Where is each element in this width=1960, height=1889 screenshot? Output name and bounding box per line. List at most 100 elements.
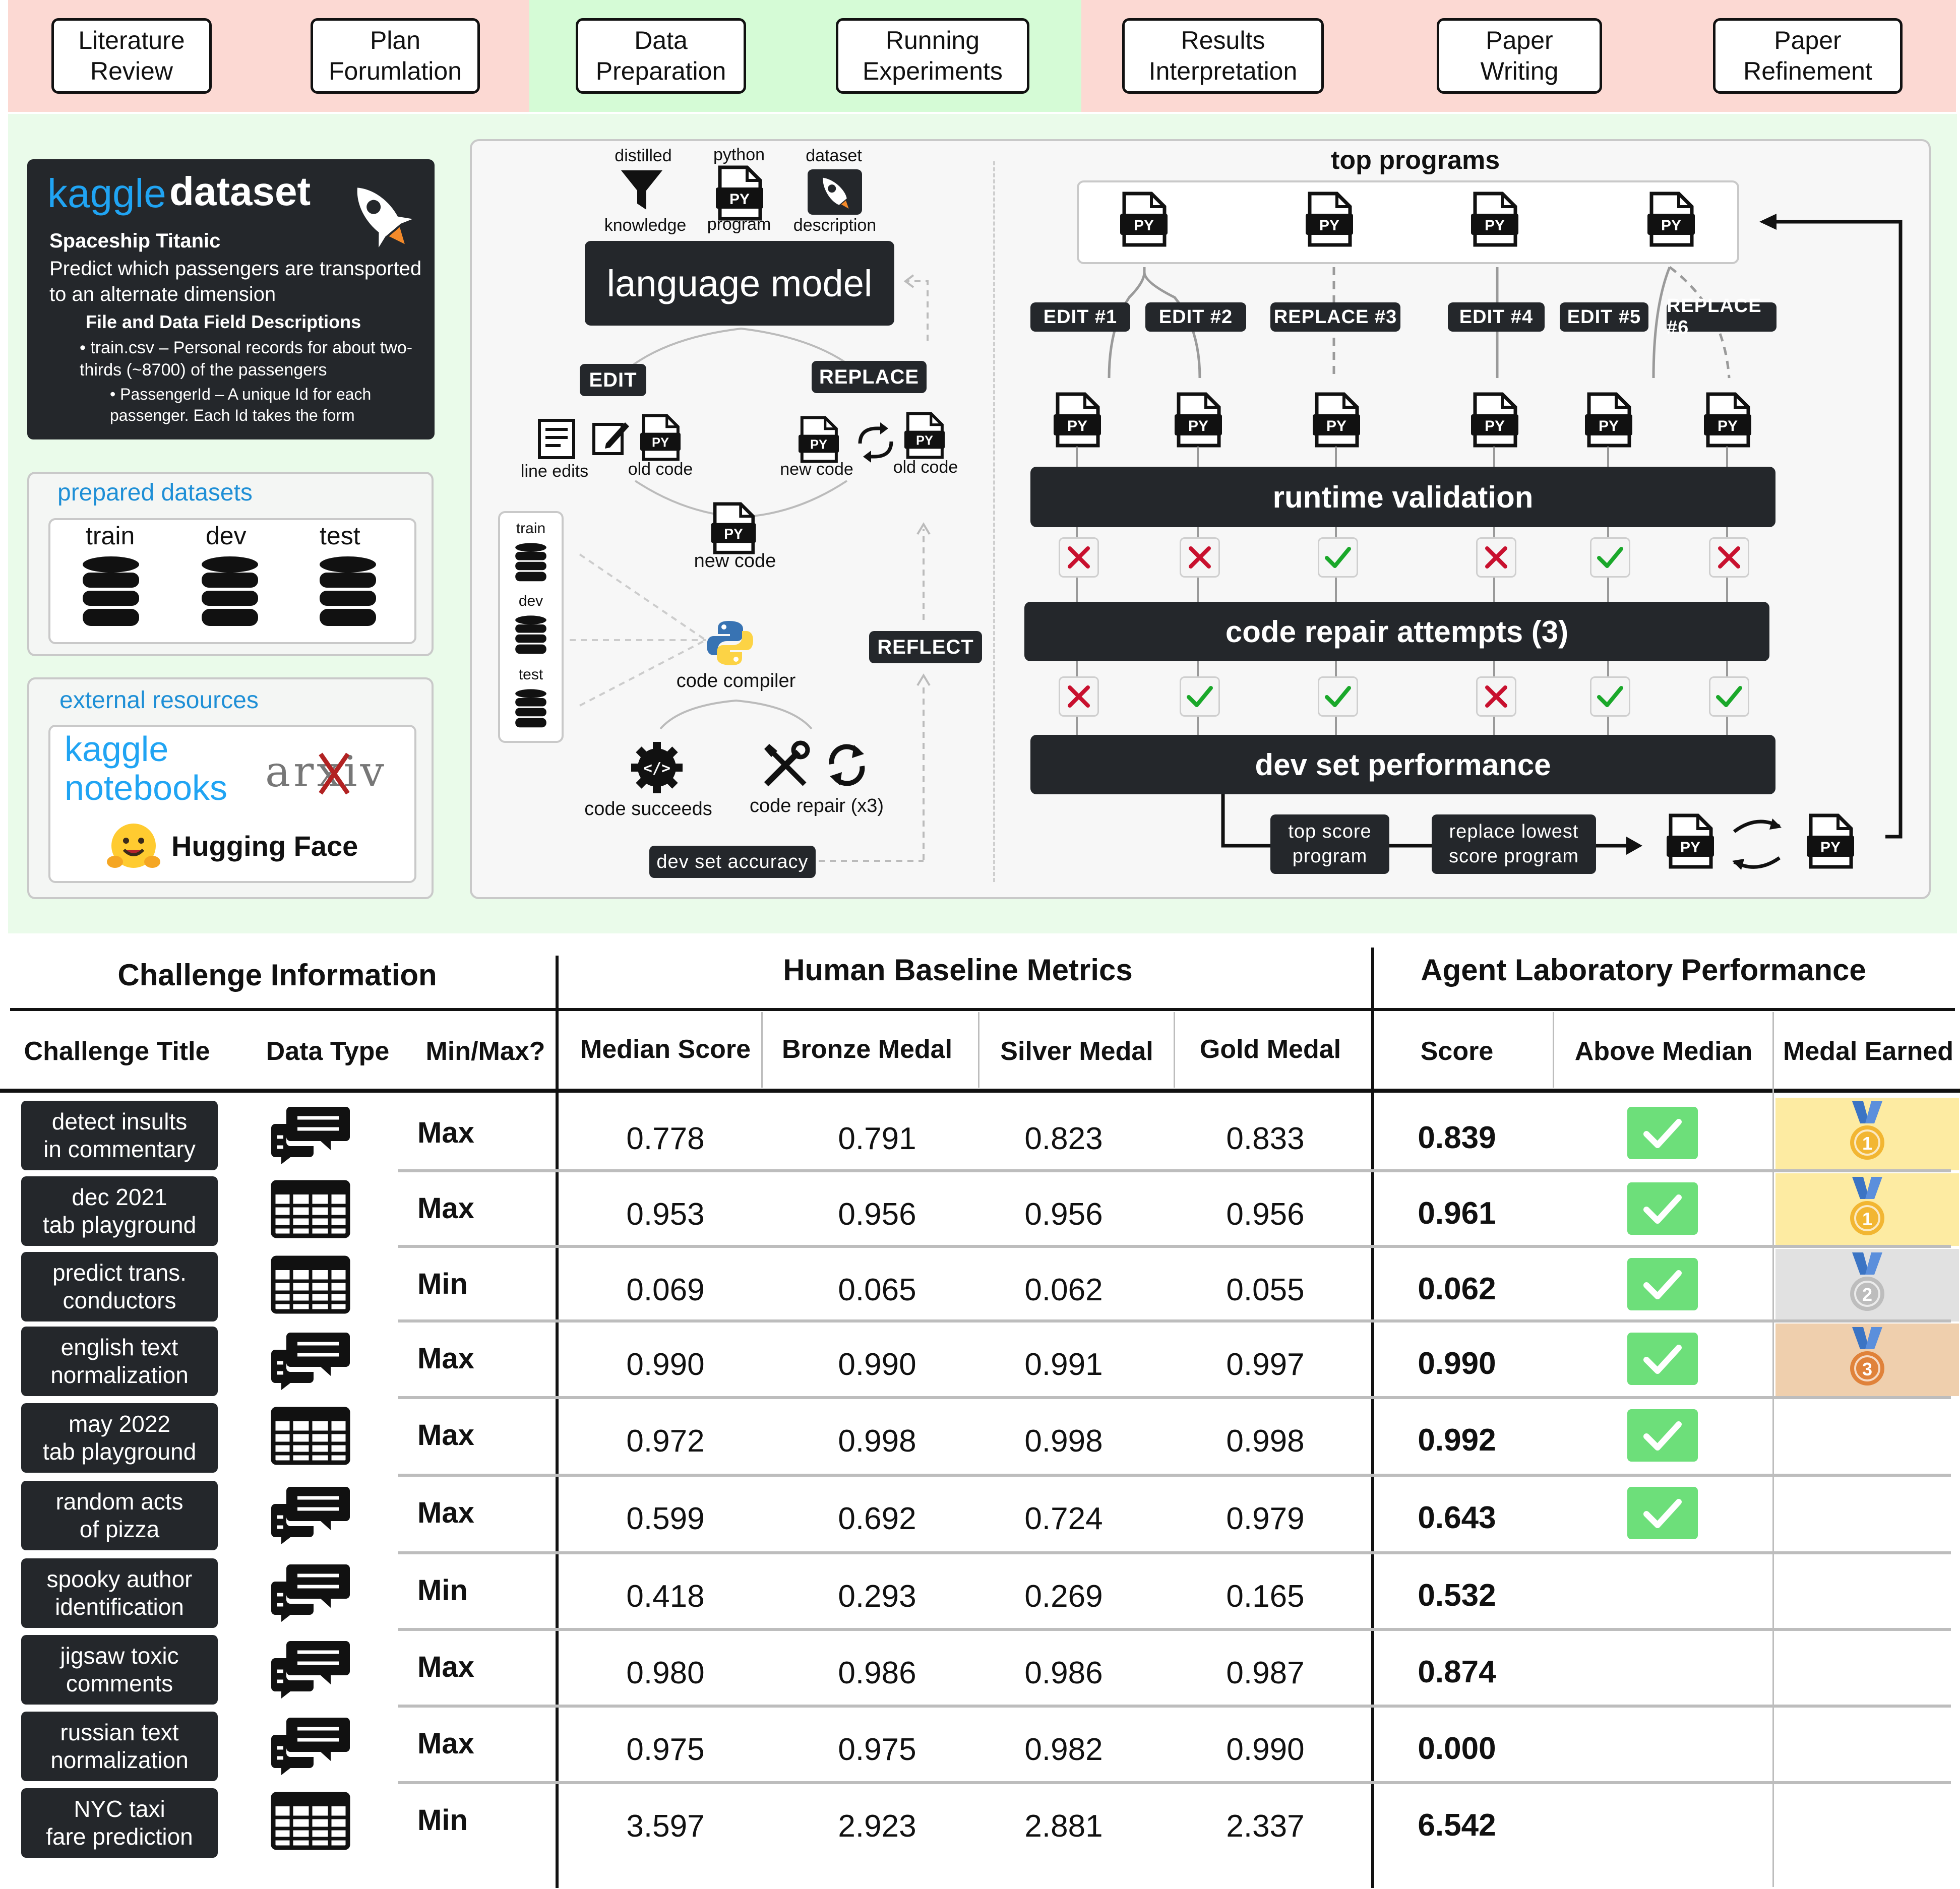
tabular-data-icon: [270, 1255, 351, 1315]
bronze-cell: 2.923: [838, 1809, 916, 1844]
col-medal-earned: Medal Earned: [1783, 1037, 1954, 1066]
stage-literature-review[interactable]: Literature Review: [51, 18, 212, 94]
splits-to-compiler-lines: [570, 553, 707, 707]
svg-text:PY: PY: [1134, 217, 1154, 234]
stage-plan-formulation[interactable]: Plan Forumlation: [311, 18, 480, 94]
gold-cell: 0.998: [1226, 1424, 1305, 1459]
text-data-icon: [270, 1715, 351, 1775]
sub-divider-1: [761, 1012, 763, 1088]
tabular-data-icon: [270, 1406, 351, 1467]
text-data-icon: [270, 1484, 351, 1544]
stage-running-experiments[interactable]: Running Experiments: [836, 18, 1029, 94]
stage-paper-refinement[interactable]: Paper Refinement: [1713, 18, 1903, 94]
min-max-cell: Min: [417, 1574, 468, 1607]
svg-text:PY: PY: [1326, 418, 1346, 434]
svg-text:PY: PY: [1319, 217, 1339, 234]
above-median-check-icon: [1627, 1487, 1698, 1539]
min-max-cell: Min: [417, 1268, 468, 1300]
kaggle-notebooks-logo[interactable]: kaggle notebooks: [65, 729, 228, 807]
text-data-icon: [270, 1561, 351, 1622]
hugging-face-icon: [107, 824, 160, 868]
stage-data-preparation[interactable]: Data Preparation: [576, 18, 746, 94]
agent-score-cell: 0.062: [1418, 1272, 1496, 1306]
new-code-file-icon: PY: [799, 416, 839, 463]
svg-text:PY: PY: [1188, 418, 1208, 434]
top-program-file-icon: PY: [1306, 192, 1353, 247]
challenge-title-cell: jigsaw toxic comments: [21, 1635, 218, 1705]
silver-cell: 0.269: [1024, 1579, 1103, 1614]
silver-cell: 0.062: [1024, 1273, 1103, 1307]
python-file-icon: PY: [716, 165, 763, 221]
flow-line: [1726, 447, 1728, 467]
row-separator: [398, 1781, 1951, 1784]
op-tag-3[interactable]: REPLACE #3: [1270, 302, 1400, 332]
input-dataset-label-bottom: description: [793, 216, 877, 235]
line-edits-icon: [538, 419, 575, 459]
min-max-cell: Max: [417, 1116, 474, 1149]
op-tag-5[interactable]: EDIT #5: [1560, 302, 1648, 332]
repair-pass-icon: [1180, 676, 1220, 717]
median-cell: 0.975: [626, 1732, 705, 1767]
python-logo-icon: [707, 621, 753, 665]
min-max-cell: Max: [417, 1419, 474, 1452]
hugging-face-label[interactable]: Hugging Face: [171, 830, 358, 862]
repair-fail-icon: [1059, 676, 1099, 717]
svg-text:PY: PY: [1485, 418, 1505, 434]
bronze-cell: 0.065: [838, 1273, 916, 1307]
op-tag-2[interactable]: EDIT #2: [1145, 302, 1246, 332]
svg-text:PY: PY: [810, 438, 827, 452]
svg-text:2: 2: [1862, 1284, 1872, 1305]
bronze-cell: 0.986: [838, 1656, 916, 1690]
code-succeeds-icon: </>: [631, 742, 683, 793]
median-cell: 0.069: [626, 1273, 705, 1307]
median-cell: 0.778: [626, 1121, 705, 1156]
split-dev-label: dev: [518, 593, 543, 609]
replace-lowest-tag: replace lowest score program: [1432, 814, 1596, 874]
col-challenge-title: Challenge Title: [24, 1037, 210, 1066]
agent-score-cell: 0.992: [1418, 1423, 1496, 1458]
stage-paper-writing[interactable]: Paper Writing: [1437, 18, 1602, 94]
op-tag-4[interactable]: EDIT #4: [1448, 302, 1545, 332]
input-dataset-label-top: dataset: [806, 146, 862, 165]
dataset-description-icon: [808, 169, 862, 215]
reflect-arrows: [916, 522, 931, 860]
svg-text:3: 3: [1862, 1359, 1872, 1379]
gold-cell: 0.987: [1226, 1656, 1305, 1690]
lowest-program-icon: PY: [1807, 813, 1854, 869]
replace-tag[interactable]: REPLACE: [812, 361, 927, 393]
challenge-title-cell: dec 2021 tab playground: [21, 1176, 218, 1246]
above-median-check-icon: [1627, 1182, 1698, 1235]
language-model-box: language model: [585, 241, 894, 326]
reflect-tag[interactable]: REFLECT: [869, 631, 982, 663]
median-cell: 3.597: [626, 1809, 705, 1844]
op-tag-6[interactable]: REPLACE #6: [1667, 295, 1777, 338]
gold-cell: 0.979: [1226, 1501, 1305, 1536]
repair-pass-icon: [1590, 676, 1630, 717]
bronze-cell: 0.956: [838, 1197, 916, 1232]
sub-divider-4: [1553, 1012, 1554, 1088]
runtime-fail-icon: [1476, 537, 1516, 578]
candidate-file-icon: PY: [1054, 392, 1101, 448]
min-max-cell: Max: [417, 1342, 474, 1375]
input-python-label-top: python: [713, 145, 765, 164]
above-median-check-icon: [1627, 1333, 1698, 1385]
op-tag-1[interactable]: EDIT #1: [1030, 302, 1130, 332]
col-min-max: Min/Max?: [425, 1037, 545, 1066]
old-code-file-icon: PY: [640, 414, 681, 461]
table-header-rule: [0, 1089, 1960, 1093]
sub-divider-3: [1174, 1012, 1175, 1088]
min-max-cell: Max: [417, 1651, 474, 1683]
row-separator: [398, 1169, 1951, 1172]
silver-cell: 0.986: [1024, 1656, 1103, 1690]
edit-tag[interactable]: EDIT: [580, 364, 646, 396]
agent-score-cell: 6.542: [1418, 1808, 1496, 1843]
row-separator: [398, 1319, 1951, 1323]
external-resources-box: kaggle notebooks arxiv Hugging Face: [48, 725, 416, 883]
lm-feedback-arrow: [903, 274, 929, 341]
svg-text:PY: PY: [724, 526, 743, 542]
stage-results-interpretation[interactable]: Results Interpretation: [1122, 18, 1324, 94]
group-human-baseline: Human Baseline Metrics: [783, 953, 1133, 987]
funnel-icon: [621, 170, 662, 210]
data-section-title: File and Data Field Descriptions: [86, 311, 361, 332]
agent-score-cell: 0.961: [1418, 1196, 1496, 1231]
